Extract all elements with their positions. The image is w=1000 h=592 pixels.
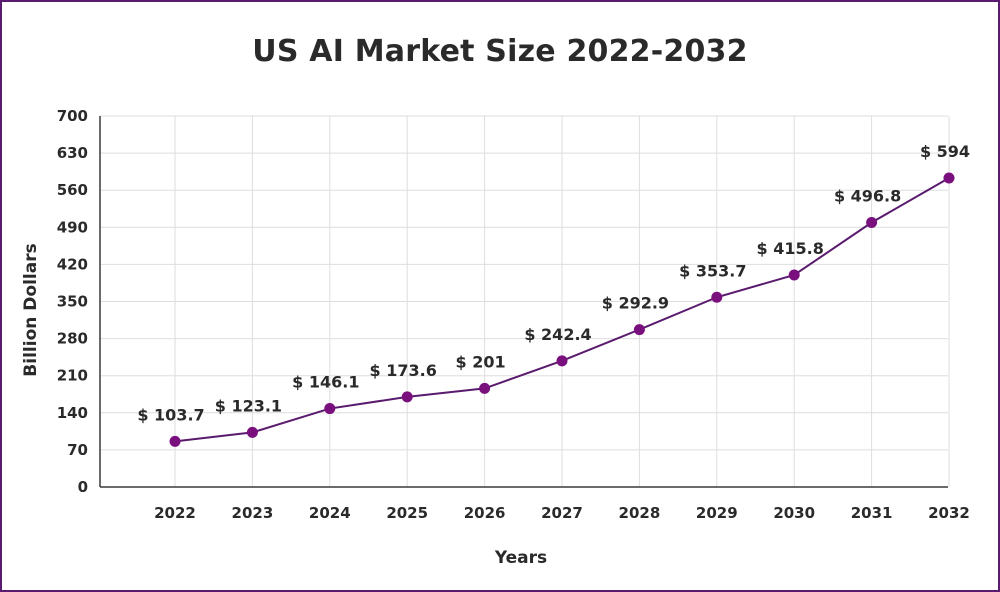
y-axis-title: Billion Dollars xyxy=(21,243,41,376)
data-point xyxy=(324,403,336,415)
x-tick-label: 2026 xyxy=(464,504,506,522)
x-tick-label: 2032 xyxy=(928,504,970,522)
data-label: $ 415.8 xyxy=(757,239,824,258)
y-tick-label: 210 xyxy=(57,367,88,385)
x-tick-label: 2025 xyxy=(386,504,428,522)
x-tick-label: 2029 xyxy=(696,504,738,522)
data-point xyxy=(866,217,878,229)
data-point xyxy=(479,382,491,394)
y-tick-label: 630 xyxy=(57,144,88,162)
data-point xyxy=(711,291,723,303)
x-tick-label: 2027 xyxy=(541,504,583,522)
data-label: $ 594 xyxy=(920,142,970,161)
y-tick-labels: 0 70 140 210 280 350 420 490 560 630 700 xyxy=(57,107,88,496)
y-tick-label: 420 xyxy=(57,255,88,273)
data-label: $ 292.9 xyxy=(602,294,669,313)
axes xyxy=(99,116,948,488)
data-label: $ 103.7 xyxy=(137,405,204,424)
data-label: $ 496.8 xyxy=(834,187,901,206)
data-label: $ 242.4 xyxy=(524,325,591,344)
x-tick-label: 2023 xyxy=(232,504,274,522)
data-label: $ 146.1 xyxy=(292,373,359,392)
data-label: $ 173.6 xyxy=(370,361,437,380)
grid-lines xyxy=(100,115,950,487)
data-points xyxy=(169,172,955,447)
x-axis-title: Years xyxy=(494,548,547,568)
data-point xyxy=(556,355,568,367)
x-tick-label: 2031 xyxy=(851,504,893,522)
y-tick-label: 700 xyxy=(57,107,88,125)
data-label: $ 123.1 xyxy=(215,396,282,415)
y-tick-label: 350 xyxy=(57,293,88,311)
x-tick-label: 2030 xyxy=(773,504,815,522)
data-point xyxy=(401,391,413,403)
x-tick-label: 2022 xyxy=(154,504,196,522)
data-point xyxy=(788,269,800,281)
data-point xyxy=(943,172,955,184)
y-tick-label: 280 xyxy=(57,330,88,348)
x-tick-label: 2024 xyxy=(309,504,351,522)
x-tick-labels: 2022 2023 2024 2025 2026 2027 2028 2029 2030 2031… xyxy=(154,504,970,522)
data-point xyxy=(246,426,258,438)
data-label: $ 201 xyxy=(456,352,506,371)
data-labels: $ 103.7 $ 123.1 $ 146.1 $ 173.6 $ 201 $ 242.4… xyxy=(137,142,970,424)
x-tick-label: 2028 xyxy=(619,504,661,522)
y-tick-label: 140 xyxy=(57,404,88,422)
y-tick-label: 0 xyxy=(78,478,88,496)
y-tick-label: 560 xyxy=(57,181,88,199)
data-point xyxy=(169,435,181,447)
y-tick-label: 70 xyxy=(67,441,88,459)
chart-title: US AI Market Size 2022-2032 xyxy=(252,34,748,69)
data-label: $ 353.7 xyxy=(679,261,746,280)
data-point xyxy=(633,324,645,336)
y-tick-label: 490 xyxy=(57,218,88,236)
